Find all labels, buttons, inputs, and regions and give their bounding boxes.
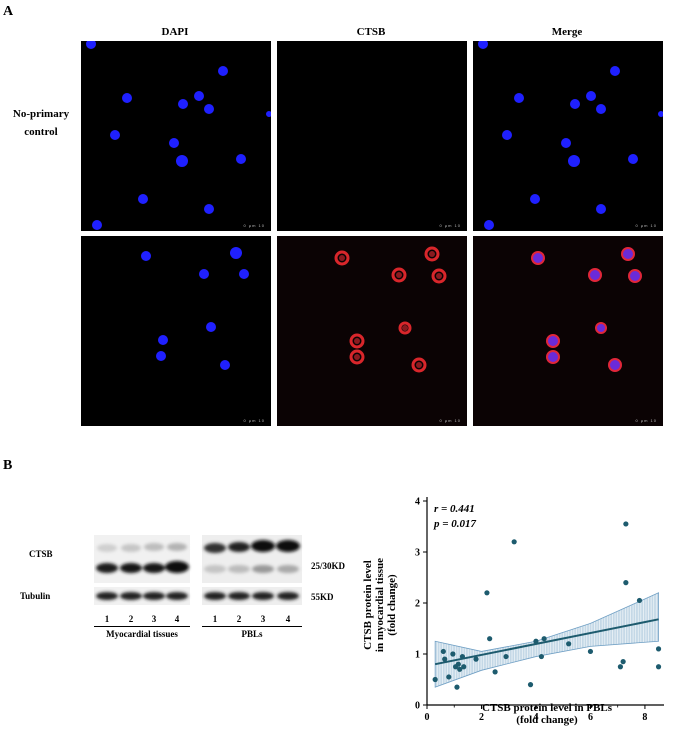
x-tick-label: 6	[588, 712, 593, 723]
y-axis-title-line3: (fold change)	[386, 574, 398, 636]
group-underline-left	[94, 626, 190, 627]
x-tick-label: 4	[533, 712, 538, 723]
scatter-point	[450, 651, 456, 657]
scatter-point	[527, 682, 534, 688]
chart-axes	[426, 497, 664, 706]
scatter-point	[655, 664, 662, 670]
scatter-point	[636, 597, 643, 604]
scatter-point	[442, 656, 448, 662]
scatter-point	[457, 666, 463, 672]
scatter-point	[492, 669, 498, 675]
correlation-r: r = 0.441	[434, 503, 475, 515]
micrograph-control-dapi: 0 μm 10	[81, 41, 271, 231]
scatter-point	[487, 636, 493, 642]
ci-band-area	[434, 592, 659, 688]
scatter-point	[461, 664, 467, 670]
y-tick-label: 1	[415, 650, 420, 661]
y-axis-title-line1: CTSB protein level	[362, 560, 374, 650]
row-label-line1: No-primary	[12, 108, 70, 120]
lane-number: 4	[285, 614, 291, 624]
scalebar: 0 μm 10	[243, 223, 265, 228]
y-tick-label: 2	[415, 599, 420, 610]
micrograph-control-merge: 0 μm 10	[473, 41, 663, 231]
group-underline-right	[202, 626, 302, 627]
lane-number: 1	[104, 614, 110, 624]
x-tick-label: 2	[479, 712, 484, 723]
scatter-point	[587, 648, 594, 655]
column-label-merge: Merge	[551, 26, 583, 38]
nuclei-dapi-sample	[141, 247, 249, 370]
merge-signal-sample	[531, 247, 642, 372]
panel-a-letter: A	[3, 4, 14, 19]
scatter-point	[620, 659, 626, 665]
y-axis-title: CTSB protein level in myocardial tissue …	[362, 530, 398, 680]
scatter-point	[455, 661, 461, 667]
scalebar: 0 μm 10	[439, 223, 461, 228]
x-tick-label: 8	[642, 712, 647, 723]
blot-size-55kd: 55KD	[311, 592, 334, 602]
micrograph-sample-ctsb: 0 μm 10	[277, 236, 467, 426]
y-tick-label: 3	[415, 548, 420, 559]
regression-line	[434, 618, 659, 666]
row-label-no-primary: No-primary control	[5, 105, 77, 141]
scatter-point	[511, 539, 517, 545]
lane-number: 1	[212, 614, 218, 624]
x-tick-label: 0	[425, 712, 430, 723]
scatter-point	[446, 674, 452, 680]
scatter-point	[503, 653, 509, 660]
y-tick-label: 4	[415, 497, 420, 508]
blot-size-25-30kd: 25/30KD	[311, 561, 346, 571]
blot-label-tubulin: Tubulin	[20, 591, 51, 601]
scatter-point	[533, 638, 539, 644]
group-label-pbls: PBLs	[241, 629, 263, 639]
western-blot-image	[94, 535, 302, 605]
scalebar: 0 μm 10	[439, 418, 461, 423]
x-axis-title-line2: (fold change)	[516, 714, 578, 726]
scatter-points	[432, 521, 662, 690]
scatter-point	[473, 656, 479, 662]
blot-label-ctsb: CTSB	[29, 549, 53, 559]
scatter-point	[623, 521, 629, 527]
group-label-myocardial: Myocardial tissues	[106, 629, 178, 639]
micrograph-control-ctsb: 0 μm 10	[277, 41, 467, 231]
scatter-point	[432, 676, 438, 683]
nuclei-dapi-control	[86, 41, 271, 230]
correlation-p: p = 0.017	[434, 518, 477, 530]
scatter-point	[617, 664, 624, 670]
y-tick-label: 0	[415, 701, 420, 712]
correlation-scatter-chart: 0 2 4 6 8 0 1 2 3 4	[415, 497, 664, 724]
row-label-line2: control	[24, 126, 58, 138]
chart-ticks: 0 2 4 6 8 0 1 2 3 4	[415, 497, 647, 724]
scatter-point	[484, 590, 490, 596]
confidence-band	[434, 592, 659, 688]
scatter-point	[454, 684, 460, 690]
scatter-point	[566, 641, 572, 647]
lane-number: 2	[236, 614, 242, 624]
nuclei-merge-control	[478, 41, 663, 230]
lane-number: 2	[128, 614, 134, 624]
scalebar: 0 μm 10	[635, 223, 657, 228]
column-label-dapi: DAPI	[161, 26, 189, 38]
scalebar: 0 μm 10	[635, 418, 657, 423]
x-axis-title: CTSB protein level in PBLs (fold change)	[427, 702, 667, 726]
lane-number: 4	[174, 614, 180, 624]
lane-number: 3	[260, 614, 266, 624]
micrograph-sample-merge: 0 μm 10	[473, 236, 663, 426]
scatter-point	[655, 646, 662, 652]
lane-number: 3	[151, 614, 157, 624]
scatter-point	[538, 653, 545, 660]
y-axis-title-line2: in myocardial tissue	[374, 557, 386, 653]
panel-b-letter: B	[3, 458, 13, 473]
scatter-point	[440, 648, 446, 655]
micrograph-sample-dapi: 0 μm 10	[81, 236, 271, 426]
scalebar: 0 μm 10	[243, 418, 265, 423]
scatter-point	[541, 636, 547, 642]
column-label-ctsb: CTSB	[356, 26, 386, 38]
scatter-point	[623, 580, 629, 586]
x-axis-title-line1: CTSB protein level in PBLs	[482, 702, 612, 714]
ctsb-signal-sample	[334, 246, 447, 373]
